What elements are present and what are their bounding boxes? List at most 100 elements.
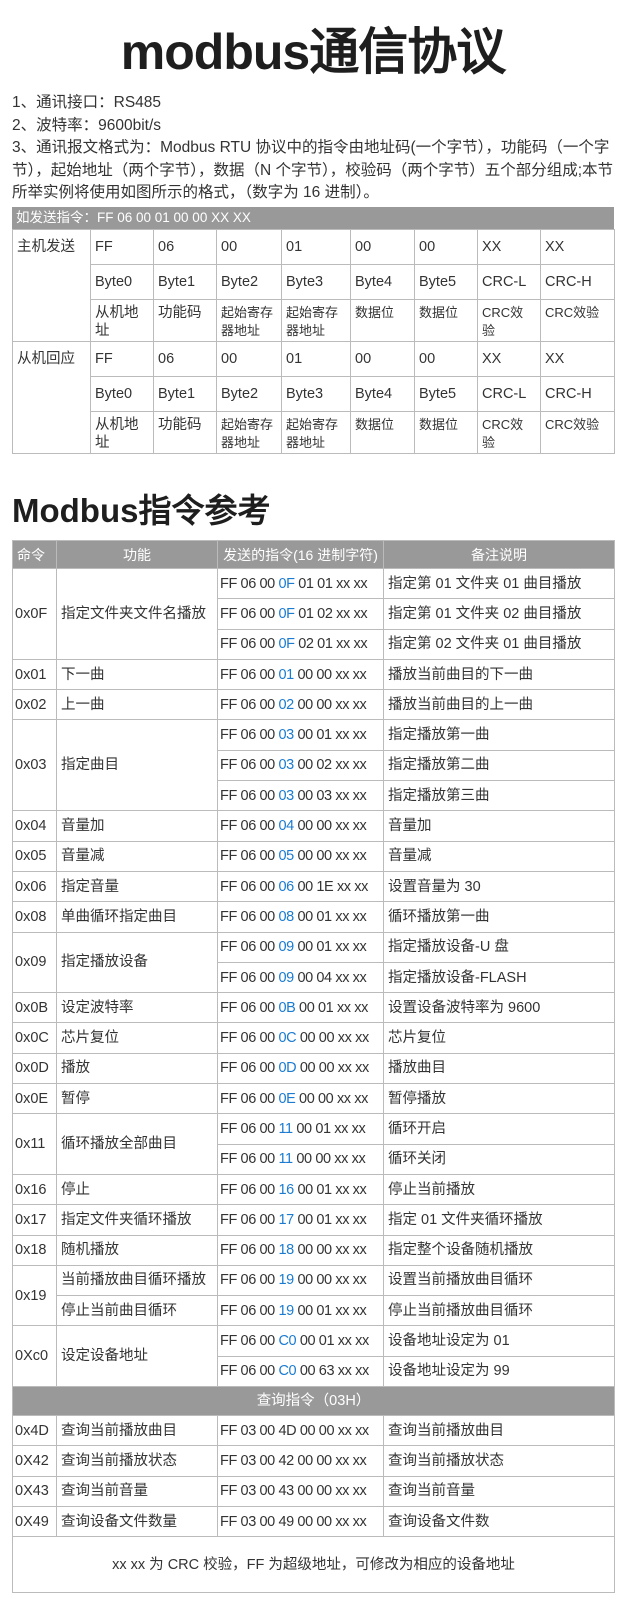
command-note: 设备地址设定为 01 <box>383 1325 615 1357</box>
query-row: 0X49 查询设备文件数量 FF 03 00 49 00 00 xx xx 查询设备文… <box>12 1505 615 1538</box>
command-note: 停止当前播放曲目循环 <box>383 1295 615 1327</box>
send-register: 01 <box>278 666 294 683</box>
command-note: 播放当前曲目的上一曲 <box>383 689 615 721</box>
command-function: 指定文件夹循环播放 <box>56 1204 218 1236</box>
send-prefix: FF 06 00 <box>220 1333 279 1350</box>
frame-desc: 从机地址 <box>90 411 154 454</box>
send-command: FF 03 00 43 00 00 xx xx <box>217 1475 384 1507</box>
command-code: 0Xc0 <box>12 1325 57 1388</box>
frame-desc: 起始寄存器地址 <box>281 299 351 342</box>
command-note: 查询当前音量 <box>383 1475 615 1507</box>
footer-row: xx xx 为 CRC 校验，FF 为超级地址，可修改为相应的设备地址 <box>12 1536 615 1594</box>
send-prefix: FF 06 00 <box>220 727 279 744</box>
frame-byte: Byte5 <box>414 376 478 412</box>
command-note: 指定第 02 文件夹 01 曲目播放 <box>383 628 615 660</box>
send-command: FF 06 00 0E 00 00 xx xx <box>217 1083 384 1115</box>
send-command: FF 06 00 19 00 00 xx xx <box>217 1264 384 1297</box>
command-note: 指定播放设备-U 盘 <box>383 931 615 963</box>
send-register: 19 <box>278 1302 294 1319</box>
send-register: 0F <box>278 605 295 622</box>
command-function: 指定音量 <box>56 870 218 903</box>
query-section-title: 查询指令（03H） <box>12 1386 615 1417</box>
command-row: FF 06 00 11 00 00 xx xx 循环关闭 <box>13 1143 615 1175</box>
command-note: 查询当前播放曲目 <box>383 1415 615 1447</box>
send-register: 18 <box>278 1242 294 1259</box>
send-suffix: 00 03 xx xx <box>293 787 367 804</box>
send-prefix: FF 06 00 <box>220 908 279 925</box>
send-register: 11 <box>278 1151 293 1168</box>
command-code: 0x05 <box>12 840 57 872</box>
frame-desc: CRC效验 <box>477 299 541 342</box>
frame-byte: Byte5 <box>414 264 478 300</box>
frame-value: FF <box>90 229 154 265</box>
send-command: FF 06 00 02 00 00 xx xx <box>217 689 384 721</box>
send-command: FF 06 00 03 00 02 xx xx <box>217 749 384 782</box>
send-command: FF 03 00 42 00 00 xx xx <box>217 1445 384 1477</box>
send-prefix: FF 06 00 <box>220 1302 279 1319</box>
send-register: 0B <box>278 999 296 1016</box>
frame-section-label: 从机回应 <box>12 341 91 454</box>
command-note: 播放当前曲目的下一曲 <box>383 658 615 691</box>
frame-value: 01 <box>281 229 351 265</box>
command-code: 0X42 <box>12 1445 57 1477</box>
command-row: 0x06 指定音量 FF 06 00 06 00 1E xx xx 设置音量为 30 <box>12 870 615 903</box>
send-prefix: FF 06 00 <box>220 818 279 835</box>
send-register: 08 <box>278 908 294 925</box>
frame-desc: 数据位 <box>350 299 415 342</box>
frame-byte: Byte2 <box>216 264 282 300</box>
command-row: 0x0F 指定文件夹文件名播放 FF 06 00 0F 01 01 xx xx 指定第… <box>12 567 615 660</box>
send-suffix: 00 00 xx xx <box>292 1151 366 1168</box>
send-suffix: 00 02 xx xx <box>293 757 367 774</box>
send-command: FF 06 00 11 00 01 xx xx <box>217 1113 384 1145</box>
send-prefix: FF 06 00 <box>220 1151 279 1168</box>
send-command: FF 06 00 05 00 00 xx xx <box>217 840 384 872</box>
command-row: FF 06 00 C0 00 63 xx xx 设备地址设定为 99 <box>13 1355 615 1388</box>
send-register: 09 <box>278 939 294 956</box>
send-command: FF 06 00 C0 00 63 xx xx <box>217 1355 384 1388</box>
send-prefix: FF 06 00 <box>220 575 279 592</box>
send-suffix: 00 00 xx xx <box>295 1090 368 1107</box>
send-suffix: 00 00 xx xx <box>293 1272 367 1289</box>
frame-desc: 数据位 <box>350 411 415 454</box>
command-note: 指定整个设备随机播放 <box>383 1234 615 1266</box>
send-register: 04 <box>278 818 294 835</box>
send-prefix: FF 06 00 <box>220 969 279 986</box>
send-register: 0D <box>278 1060 297 1077</box>
command-function: 下一曲 <box>56 658 218 691</box>
frame-value: 00 <box>350 229 415 265</box>
command-note: 设备地址设定为 99 <box>383 1355 615 1388</box>
command-function: 当前播放曲目循环播放 <box>56 1264 218 1297</box>
command-row: 0x0B 设定波特率 FF 06 00 0B 00 01 xx xx 设置设备波特率为… <box>12 992 615 1024</box>
command-function: 循环播放全部曲目 <box>56 1113 218 1175</box>
command-row: 0x17 指定文件夹循环播放 FF 06 00 17 00 01 xx xx 指定 0… <box>12 1204 615 1236</box>
send-prefix: FF 06 00 <box>220 939 279 956</box>
frame-byte: Byte0 <box>90 376 154 412</box>
frame-byte: Byte0 <box>90 264 154 300</box>
command-note: 查询设备文件数 <box>383 1505 615 1538</box>
command-row: 0Xc0 设定设备地址 FF 06 00 C0 00 01 xx xx 设备地址设定为… <box>12 1325 615 1388</box>
frame-value: 06 <box>153 229 217 265</box>
command-note: 暂停播放 <box>383 1083 615 1115</box>
send-suffix: 00 63 xx xx <box>296 1363 369 1380</box>
send-register: 03 <box>278 727 294 744</box>
command-code: 0x16 <box>12 1173 57 1206</box>
frame-byte: CRC-L <box>477 264 541 300</box>
command-note: 循环开启 <box>383 1113 615 1145</box>
command-function: 查询设备文件数量 <box>56 1505 218 1538</box>
frame-desc: 功能码 <box>153 299 217 342</box>
frame-desc: 从机地址 <box>90 299 154 342</box>
send-suffix: 02 01 xx xx <box>294 636 368 653</box>
send-prefix: FF 06 00 <box>220 1120 279 1137</box>
command-code: 0x06 <box>12 870 57 903</box>
frame-value: 00 <box>350 341 415 377</box>
send-register: 0F <box>278 575 295 592</box>
command-row: 0x01 下一曲 FF 06 00 01 00 00 xx xx 播放当前曲目的下一曲 <box>12 658 615 691</box>
send-prefix: FF 06 00 <box>220 1272 279 1289</box>
header-func: 功能 <box>56 540 218 569</box>
frame-desc: 起始寄存器地址 <box>216 299 282 342</box>
command-function: 查询当前播放状态 <box>56 1445 218 1477</box>
send-suffix: 00 00 xx xx <box>296 1030 369 1047</box>
command-row: 0x19 当前播放曲目循环播放 FF 06 00 19 00 00 xx xx 设置当… <box>12 1264 615 1327</box>
command-function: 停止当前曲目循环 <box>56 1295 218 1327</box>
frame-byte: Byte2 <box>216 376 282 412</box>
